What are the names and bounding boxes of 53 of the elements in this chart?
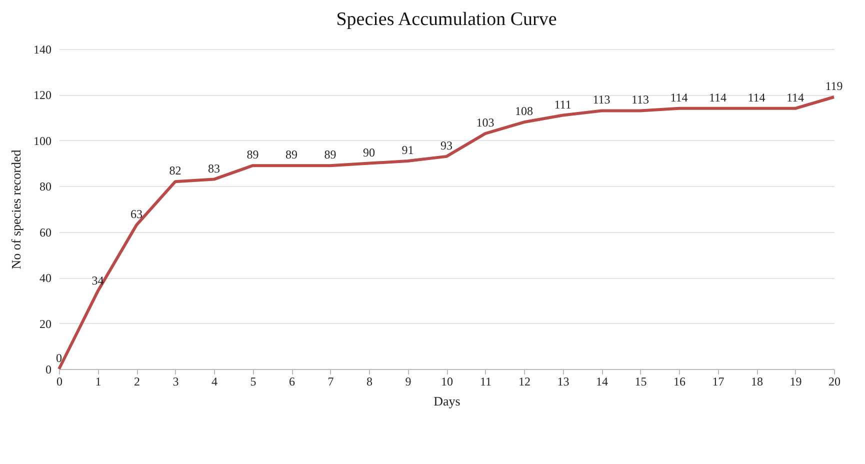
y-tick-label: 140 (34, 42, 52, 56)
x-tick-label: 6 (289, 374, 295, 388)
x-tick-label: 20 (828, 374, 840, 388)
data-label: 103 (476, 116, 494, 130)
data-label: 111 (554, 97, 572, 112)
data-label: 89 (246, 148, 259, 162)
data-label: 93 (440, 138, 452, 152)
x-tick-label: 18 (751, 374, 763, 388)
data-label: 114 (786, 90, 804, 104)
x-tick-label: 13 (557, 374, 570, 388)
x-tick-label: 15 (634, 374, 647, 388)
x-tick-label: 4 (212, 374, 218, 388)
x-tick-label: 9 (405, 374, 412, 388)
y-axis-title: No of species recorded (8, 149, 24, 270)
data-label: 114 (670, 90, 688, 104)
data-label: 113 (592, 92, 610, 107)
x-tick-label: 3 (172, 374, 179, 388)
data-label: 114 (748, 90, 766, 104)
data-label: 119 (825, 79, 843, 93)
data-label: 34 (92, 273, 104, 288)
data-label: 113 (631, 92, 650, 107)
y-tick-label: 20 (40, 316, 52, 331)
x-tick-label: 12 (518, 374, 530, 388)
x-tick-label: 0 (56, 374, 62, 388)
y-tick-label: 120 (34, 88, 52, 102)
data-label: 89 (324, 148, 336, 162)
x-tick-label: 19 (790, 374, 802, 388)
x-tick-label: 17 (712, 374, 724, 388)
data-label: 83 (208, 161, 220, 176)
y-tick-label: 100 (34, 134, 52, 148)
x-tick-label: 1 (95, 374, 102, 388)
data-label: 63 (130, 207, 142, 221)
data-label: 82 (169, 164, 182, 178)
data-label: 0 (56, 351, 62, 365)
x-tick-label: 7 (328, 374, 334, 388)
data-label: 114 (708, 90, 727, 104)
y-tick-label: 40 (40, 271, 52, 286)
data-label: 90 (363, 145, 375, 160)
x-tick-label: 16 (674, 374, 686, 388)
x-tick-label: 10 (441, 374, 453, 388)
y-tick-label: 60 (40, 225, 52, 240)
data-label: 89 (286, 148, 298, 162)
y-tick-label: 0 (46, 362, 52, 376)
y-tick-label: 80 (40, 180, 52, 194)
x-axis-title: Days (434, 394, 460, 408)
x-tick-label: 5 (250, 374, 256, 388)
x-tick-label: 14 (596, 374, 608, 388)
x-tick-label: 2 (134, 374, 140, 388)
x-tick-label: 11 (480, 374, 492, 388)
data-label: 91 (402, 143, 414, 157)
x-tick-label: 8 (366, 374, 372, 388)
data-label: 108 (515, 104, 533, 118)
chart-title: Species Accumulation Curve (336, 9, 557, 30)
